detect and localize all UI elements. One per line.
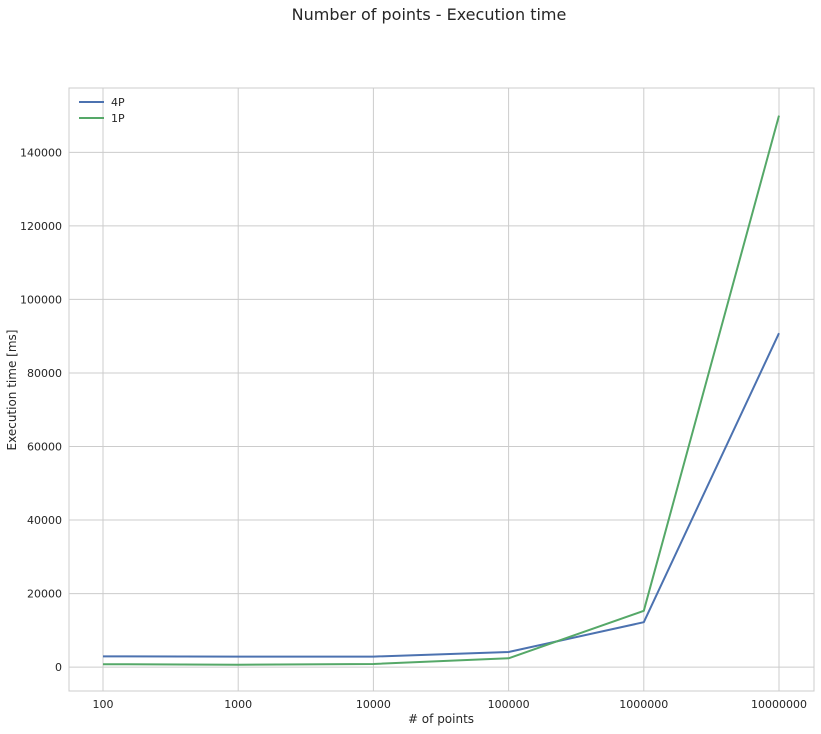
y-tick-label: 20000 bbox=[27, 588, 62, 601]
y-axis-label: Execution time [ms] bbox=[5, 330, 19, 451]
y-tick-label: 60000 bbox=[27, 440, 62, 453]
plot-area bbox=[68, 87, 815, 692]
y-tick-label: 100000 bbox=[20, 293, 62, 306]
x-tick-label: 10000000 bbox=[751, 698, 807, 711]
legend-label: 4P bbox=[111, 96, 125, 109]
y-tick-label: 140000 bbox=[20, 146, 62, 159]
y-tick-labels: 0 20000 40000 60000 80000 100000 120000 140000 bbox=[20, 146, 62, 674]
x-tick-label: 10000 bbox=[356, 698, 391, 711]
series-line-4p bbox=[102, 332, 780, 658]
series-line-1p bbox=[102, 115, 780, 666]
chart-title: Number of points - Execution time bbox=[291, 5, 567, 24]
x-tick-labels: 100 1000 10000 100000 1000000 10000000 bbox=[93, 698, 808, 711]
legend-label: 1P bbox=[111, 112, 125, 125]
grid-lines bbox=[69, 88, 814, 691]
x-tick-label: 1000000 bbox=[619, 698, 668, 711]
y-tick-label: 80000 bbox=[27, 367, 62, 380]
x-tick-label: 100000 bbox=[488, 698, 530, 711]
y-tick-label: 0 bbox=[55, 661, 62, 674]
x-tick-label: 100 bbox=[93, 698, 114, 711]
y-tick-label: 40000 bbox=[27, 514, 62, 527]
x-axis-label: # of points bbox=[408, 712, 474, 726]
series-lines bbox=[102, 115, 780, 666]
x-tick-label: 1000 bbox=[224, 698, 252, 711]
y-tick-label: 120000 bbox=[20, 220, 62, 233]
